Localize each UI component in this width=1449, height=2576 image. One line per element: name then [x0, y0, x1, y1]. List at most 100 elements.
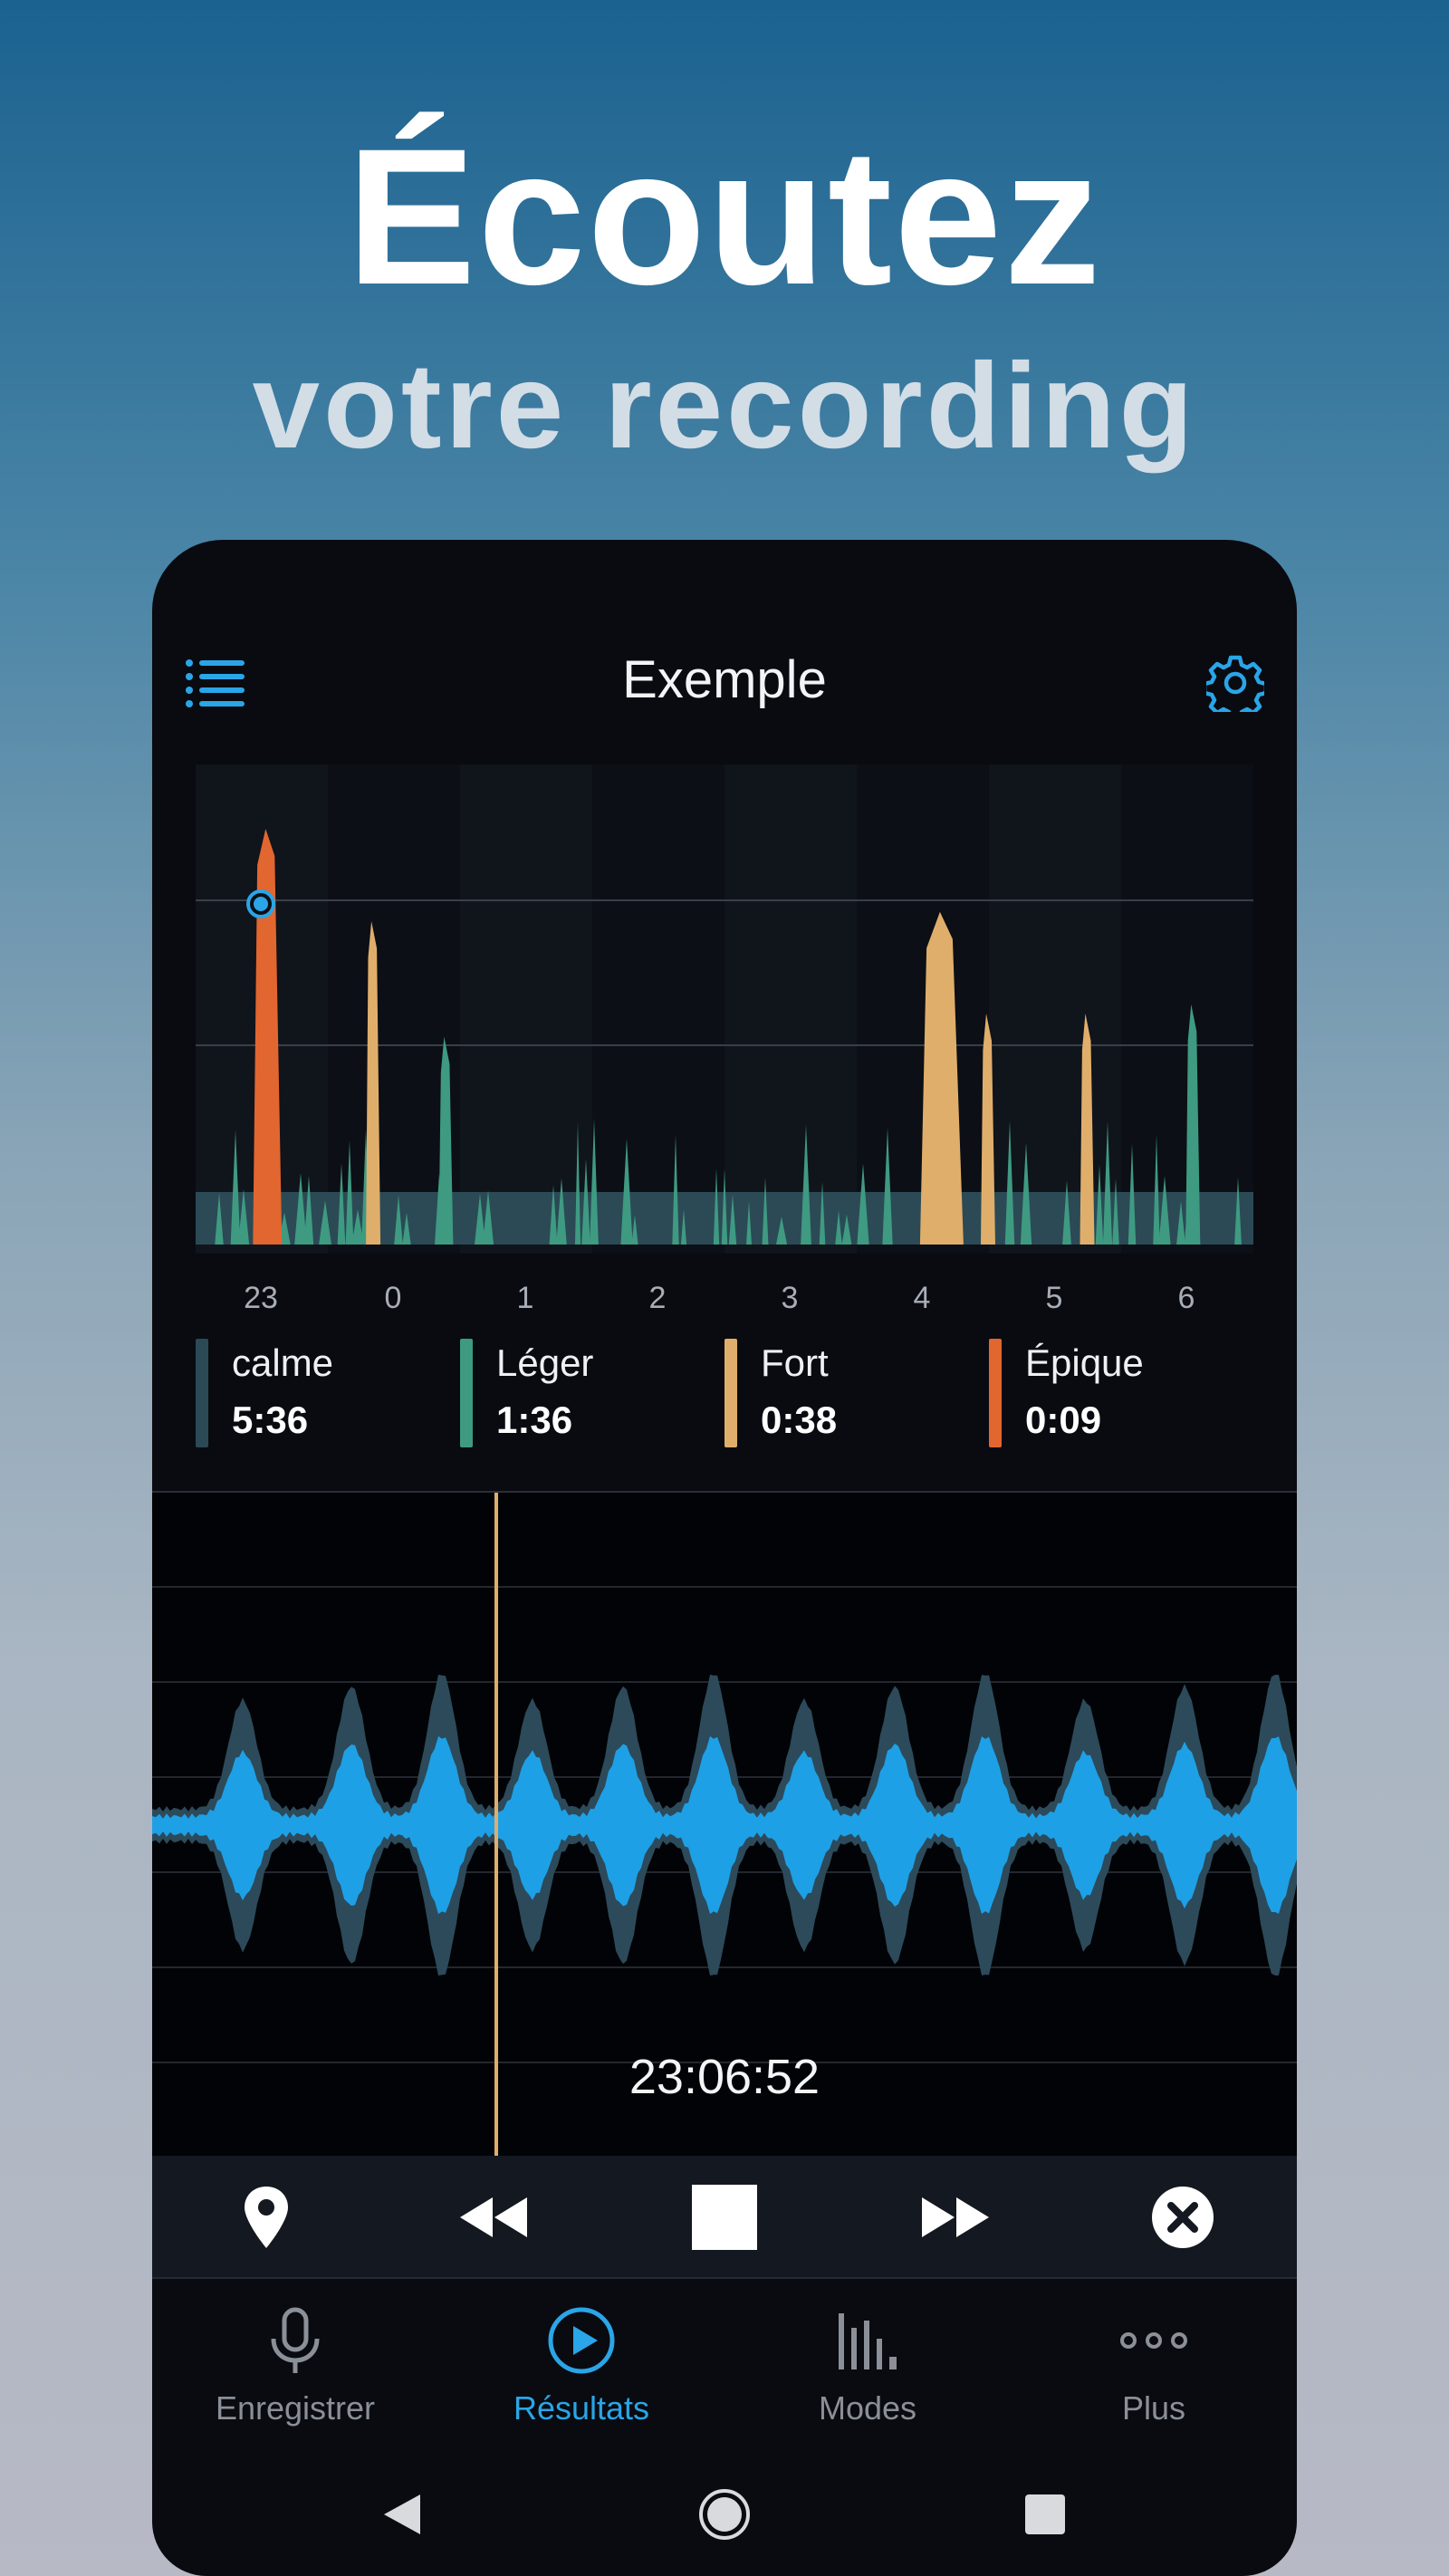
leger-spike — [482, 1190, 494, 1245]
leger-spike — [1158, 1176, 1171, 1245]
peak-fort — [1080, 1014, 1095, 1245]
leger-spike — [215, 1193, 224, 1245]
x-tick-label: 5 — [1045, 1281, 1063, 1315]
legend-name: Léger — [496, 1341, 594, 1384]
nav-label: Plus — [1121, 2389, 1186, 2427]
peak-fort — [919, 911, 964, 1245]
hour-band — [460, 764, 592, 1254]
leger-spike — [801, 1124, 811, 1245]
legend-value: 5:36 — [232, 1399, 309, 1441]
waveform-panel[interactable]: 23:06:52 — [152, 1491, 1297, 2158]
leger-spike — [672, 1134, 679, 1245]
back-icon[interactable] — [377, 2487, 431, 2542]
leger-spike — [1153, 1134, 1160, 1245]
leger-spike — [620, 1138, 633, 1245]
legend-name: Épique — [1025, 1341, 1144, 1384]
legend-item-fort[interactable]: Fort 0:38 — [724, 1337, 978, 1449]
x-tick-label: 4 — [913, 1281, 931, 1315]
leger-spike — [1176, 1201, 1185, 1245]
leger-spike — [762, 1177, 769, 1245]
legend-swatch — [724, 1339, 737, 1447]
leger-spike — [1020, 1142, 1032, 1245]
leger-spike — [745, 1200, 753, 1245]
legend-item-calme[interactable]: calme 5:36 — [196, 1337, 449, 1449]
nav-enregistrer[interactable]: Enregistrer — [152, 2279, 438, 2451]
leger-spike — [775, 1216, 788, 1245]
leger-spike — [590, 1119, 599, 1245]
leger-spike — [1102, 1121, 1113, 1245]
leger-spike — [882, 1128, 893, 1245]
nav-resultats[interactable]: Résultats — [438, 2279, 724, 2451]
leger-spike — [819, 1181, 826, 1245]
leger-spike — [351, 1209, 364, 1245]
leger-spike — [841, 1214, 852, 1245]
position-marker-dot — [254, 897, 268, 911]
legend-value: 0:09 — [1025, 1399, 1102, 1441]
sound-level-chart[interactable] — [196, 764, 1253, 1254]
nav-modes[interactable]: Modes — [724, 2279, 1011, 2451]
stop-icon[interactable] — [686, 2179, 763, 2255]
rewind-icon[interactable] — [456, 2179, 533, 2255]
phone-frame: Exemple 23 0 1 2 3 4 5 6 calme 5:36 — [152, 540, 1297, 2576]
x-tick-label: 0 — [384, 1281, 402, 1315]
leger-spike — [402, 1212, 411, 1245]
location-pin-icon[interactable] — [228, 2179, 304, 2255]
x-tick-label: 23 — [244, 1281, 278, 1315]
legend-item-epique[interactable]: Épique 0:09 — [989, 1337, 1243, 1449]
leger-spike — [574, 1121, 581, 1245]
leger-spike — [721, 1168, 728, 1245]
fast-forward-icon[interactable] — [916, 2179, 993, 2255]
system-navigation — [152, 2451, 1297, 2576]
hero-title: Écoutez — [346, 109, 1103, 325]
peak-epique — [253, 829, 283, 1245]
waveform[interactable] — [152, 1493, 1297, 2158]
leger-spike — [1004, 1120, 1015, 1245]
leger-spike — [230, 1129, 241, 1245]
legend-swatch — [460, 1339, 473, 1447]
leger-spike — [581, 1158, 590, 1245]
leger-spike — [303, 1175, 314, 1245]
app-header: Exemple — [152, 540, 1297, 721]
leger-spike — [1128, 1143, 1137, 1245]
leger-spike — [1095, 1164, 1104, 1245]
recents-icon[interactable] — [1018, 2487, 1072, 2542]
leger-spike — [394, 1195, 403, 1245]
hour-band — [724, 764, 857, 1254]
list-icon[interactable] — [185, 658, 246, 708]
leger-spike — [857, 1163, 869, 1245]
legend-swatch — [196, 1339, 208, 1447]
peak-leger — [1185, 1004, 1201, 1245]
playback-time: 23:06:52 — [629, 2050, 820, 2104]
nav-label: Enregistrer — [215, 2389, 376, 2427]
legend-swatch — [989, 1339, 1002, 1447]
nav-label: Modes — [818, 2389, 917, 2427]
leger-spike — [237, 1188, 250, 1245]
peak-fort — [981, 1014, 995, 1245]
leger-spike — [556, 1177, 567, 1245]
leger-spike — [345, 1139, 354, 1245]
legend-value: 1:36 — [496, 1399, 573, 1441]
legend-name: calme — [232, 1341, 334, 1384]
legend-value: 0:38 — [761, 1399, 838, 1441]
gear-icon[interactable] — [1206, 654, 1264, 712]
peak-fort — [366, 921, 381, 1245]
leger-spike — [1062, 1180, 1071, 1245]
nav-plus[interactable]: Plus — [1011, 2279, 1297, 2451]
leger-spike — [631, 1215, 638, 1245]
legend: calme 5:36 Léger 1:36 Fort 0:38 Épique 0… — [196, 1337, 1253, 1449]
hero-subtitle: votre recording — [252, 339, 1197, 474]
app-title: Exemple — [622, 650, 827, 709]
leger-spike — [1234, 1177, 1242, 1245]
more-dots-icon — [1120, 2332, 1187, 2349]
transport-controls — [152, 2156, 1297, 2279]
leger-spike — [713, 1168, 720, 1245]
bars-icon — [839, 2313, 897, 2369]
microphone-icon — [271, 2307, 320, 2373]
leger-spike — [1112, 1178, 1119, 1245]
close-circle-icon[interactable] — [1145, 2179, 1221, 2255]
peak-leger — [438, 1036, 454, 1245]
hour-band — [592, 764, 724, 1254]
home-icon[interactable] — [697, 2487, 752, 2542]
legend-item-leger[interactable]: Léger 1:36 — [460, 1337, 714, 1449]
x-axis-hours: 23 0 1 2 3 4 5 6 — [196, 1275, 1253, 1321]
